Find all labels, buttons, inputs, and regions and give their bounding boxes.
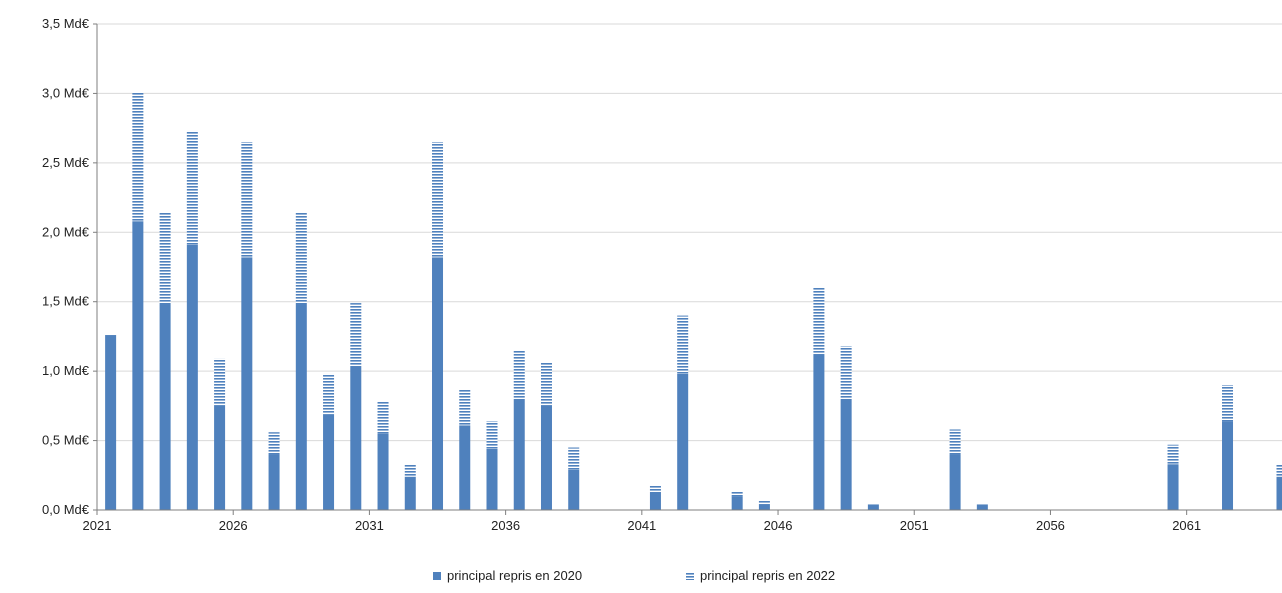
bar-2060-principal-2022 bbox=[1167, 444, 1179, 465]
bar-2028-principal-2022 bbox=[295, 212, 307, 305]
bar-2048-principal-2022 bbox=[840, 346, 852, 399]
bar-2060-principal-2020 bbox=[1167, 464, 1179, 510]
bar-2035-principal-2022 bbox=[486, 421, 498, 449]
bar-2026-principal-2022 bbox=[241, 142, 253, 258]
bar-2022-principal-2020 bbox=[132, 221, 144, 511]
bar-2023-principal-2022 bbox=[159, 212, 171, 305]
bar-2023-principal-2020 bbox=[159, 304, 171, 510]
legend-swatch-principal-2022 bbox=[686, 572, 694, 580]
bar-2030-principal-2020 bbox=[350, 366, 362, 510]
y-tick-label: 0,5 Md€ bbox=[42, 433, 90, 448]
bar-2036-principal-2020 bbox=[513, 398, 525, 510]
legend-label-principal-2020: principal repris en 2020 bbox=[447, 568, 582, 583]
legend-swatch-principal-2020 bbox=[433, 572, 441, 580]
bar-2025-principal-2022 bbox=[214, 358, 226, 406]
gridlines bbox=[97, 23, 1282, 442]
bar-2036-principal-2022 bbox=[513, 350, 525, 399]
x-tick-label: 2041 bbox=[627, 518, 656, 533]
bar-2053-principal-2020 bbox=[976, 504, 988, 510]
bar-2027-principal-2020 bbox=[268, 454, 280, 510]
bar-2024-principal-2020 bbox=[186, 244, 198, 511]
y-tick-label: 2,0 Md€ bbox=[42, 224, 90, 239]
x-tick-label: 2061 bbox=[1172, 518, 1201, 533]
x-tick-label: 2036 bbox=[491, 518, 520, 533]
bars bbox=[105, 92, 1282, 511]
x-tick-label: 2031 bbox=[355, 518, 384, 533]
y-tick-label: 3,5 Md€ bbox=[42, 16, 90, 31]
y-tick-label: 0,0 Md€ bbox=[42, 502, 90, 517]
bar-2032-principal-2022 bbox=[404, 464, 416, 477]
axes bbox=[93, 23, 1282, 515]
bar-2047-principal-2020 bbox=[813, 354, 825, 510]
bar-2022-principal-2022 bbox=[132, 92, 144, 222]
bar-2021-principal-2020 bbox=[105, 335, 117, 510]
bar-2025-principal-2020 bbox=[214, 405, 226, 510]
bar-2038-principal-2020 bbox=[568, 469, 580, 510]
bar-2029-principal-2020 bbox=[323, 414, 335, 510]
bar-2032-principal-2020 bbox=[404, 476, 416, 510]
bar-2047-principal-2022 bbox=[813, 287, 825, 355]
bar-2038-principal-2022 bbox=[568, 447, 580, 470]
x-tick-label: 2046 bbox=[764, 518, 793, 533]
bar-2026-principal-2020 bbox=[241, 257, 253, 510]
x-tick-label: 2026 bbox=[219, 518, 248, 533]
bar-2045-principal-2022 bbox=[758, 500, 770, 505]
bar-2042-principal-2020 bbox=[677, 373, 689, 510]
bar-2044-principal-2020 bbox=[731, 496, 743, 510]
bar-2027-principal-2022 bbox=[268, 432, 280, 455]
bar-2031-principal-2022 bbox=[377, 401, 389, 434]
bar-2041-principal-2022 bbox=[649, 485, 661, 492]
bar-2042-principal-2022 bbox=[677, 315, 689, 374]
bar-2028-principal-2020 bbox=[295, 304, 307, 510]
x-tick-label: 2056 bbox=[1036, 518, 1065, 533]
bar-2048-principal-2020 bbox=[840, 398, 852, 510]
y-tick-label: 1,5 Md€ bbox=[42, 294, 90, 309]
bar-2024-principal-2022 bbox=[186, 130, 198, 245]
y-tick-label: 2,5 Md€ bbox=[42, 155, 90, 170]
y-axis-tick-labels: 0,0 Md€ 0,5 Md€ 1,0 Md€ 1,5 Md€ 2,0 Md€ 2,5 M… bbox=[42, 16, 90, 517]
bar-2044-principal-2022 bbox=[731, 491, 743, 497]
bar-2035-principal-2020 bbox=[486, 448, 498, 510]
bar-2064-principal-2022 bbox=[1276, 464, 1282, 477]
y-tick-label: 1,0 Md€ bbox=[42, 363, 90, 378]
bar-2045-principal-2020 bbox=[758, 504, 770, 510]
bar-2064-principal-2020 bbox=[1276, 476, 1282, 510]
x-tick-label: 2021 bbox=[83, 518, 112, 533]
bar-2062-principal-2022 bbox=[1222, 385, 1234, 422]
bar-2031-principal-2020 bbox=[377, 433, 389, 510]
bar-2041-principal-2020 bbox=[649, 491, 661, 510]
legend-label-principal-2022: principal repris en 2022 bbox=[700, 568, 835, 583]
bar-2052-principal-2022 bbox=[949, 429, 961, 455]
bar-2033-principal-2020 bbox=[432, 257, 444, 510]
bar-2037-principal-2022 bbox=[540, 362, 552, 406]
bar-2037-principal-2020 bbox=[540, 405, 552, 510]
bar-2034-principal-2020 bbox=[459, 425, 471, 510]
bar-2029-principal-2022 bbox=[323, 373, 335, 415]
bar-2052-principal-2020 bbox=[949, 454, 961, 510]
bar-2033-principal-2022 bbox=[432, 142, 444, 258]
bar-2030-principal-2022 bbox=[350, 303, 362, 367]
x-axis-tick-labels: 2021 2026 2031 2036 2041 2046 2051 2056 2061 bbox=[83, 518, 1202, 533]
bar-2049-principal-2020 bbox=[867, 504, 879, 510]
bar-2062-principal-2020 bbox=[1222, 421, 1234, 510]
x-tick-label: 2051 bbox=[900, 518, 929, 533]
bar-2034-principal-2022 bbox=[459, 389, 471, 426]
y-tick-label: 3,0 Md€ bbox=[42, 85, 90, 100]
legend: principal repris en 2020 principal repris… bbox=[433, 568, 835, 583]
